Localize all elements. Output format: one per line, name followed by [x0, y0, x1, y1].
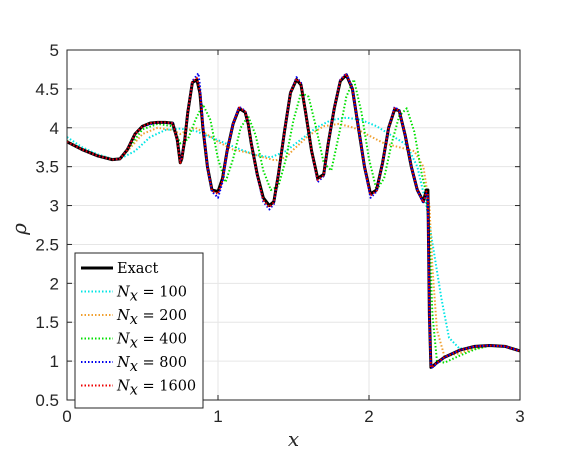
y-tick-label: 3	[50, 197, 59, 216]
y-tick-label: 4.5	[35, 80, 59, 99]
legend-label: Exact	[117, 261, 159, 277]
legend-label: Nx = 800	[116, 355, 187, 375]
series-line-5	[67, 73, 520, 369]
legend-label: Nx = 1600	[116, 379, 196, 399]
y-tick-label: 2	[50, 274, 59, 293]
y-tick-label: 1.5	[35, 313, 59, 332]
legend: Exact Nx = 100 Nx = 200 Nx = 400 Nx = 800 Nx …	[74, 252, 204, 409]
series-line-1	[67, 116, 520, 352]
plot-frame	[66, 49, 521, 401]
series-line-3	[67, 78, 520, 364]
legend-label: Nx = 400	[116, 332, 187, 352]
legend-label: Nx = 200	[116, 308, 187, 328]
y-tick-label: 4	[50, 119, 59, 138]
y-tick-label: 1	[50, 352, 59, 371]
legend-label: Nx = 100	[116, 285, 187, 305]
y-tick-label: 5	[50, 41, 59, 60]
series-layer	[67, 72, 520, 369]
x-tick-label: 3	[515, 407, 524, 426]
x-axis: 0 1 2 3	[62, 50, 525, 426]
x-tick-label: 0	[62, 407, 71, 426]
y-axis: 0.5 1 1.5 2 2.5 3 3.5 4 4.5 5	[35, 41, 520, 410]
x-axis-label: x	[288, 427, 299, 451]
x-tick-label: 2	[364, 407, 373, 426]
y-tick-label: 3.5	[35, 158, 59, 177]
legend-box	[74, 252, 204, 409]
y-tick-label: 2.5	[35, 235, 59, 254]
x-tick-label: 1	[213, 407, 222, 426]
y-axis-label: ρ	[7, 223, 31, 236]
y-tick-label: 0.5	[35, 391, 59, 410]
